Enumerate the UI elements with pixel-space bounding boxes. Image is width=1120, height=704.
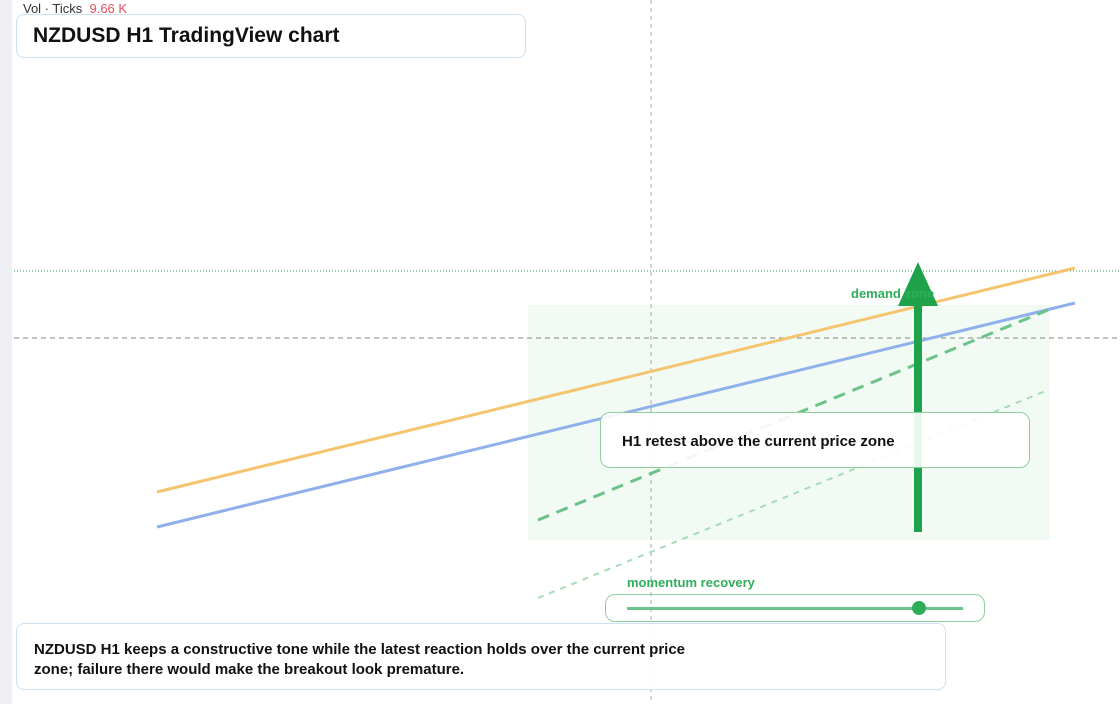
legend-value: 9.66 K xyxy=(89,1,128,16)
slider[interactable] xyxy=(605,594,985,622)
left-strip xyxy=(0,0,12,704)
arrow-head xyxy=(898,262,938,306)
momentum-label: momentum recovery xyxy=(627,575,756,590)
title-box: NZDUSD H1 TradingView chart xyxy=(16,14,526,58)
caption: NZDUSD H1 keeps a constructive tone whil… xyxy=(34,641,686,678)
zone-label: demand zone xyxy=(851,286,934,301)
channel-line xyxy=(537,308,1049,522)
caption-box: NZDUSD H1 keeps a constructive tone whil… xyxy=(16,623,946,690)
slider-track xyxy=(627,607,963,610)
retest-callout: H1 retest above the current price zone xyxy=(600,412,1030,468)
legend: Vol · Ticks 9.66 K xyxy=(23,1,127,16)
slider-knob[interactable] xyxy=(912,601,926,615)
legend-label: Vol · Ticks xyxy=(23,1,83,16)
retest-text: H1 retest above the current price zone xyxy=(622,433,895,450)
title: NZDUSD H1 TradingView chart xyxy=(33,24,340,47)
